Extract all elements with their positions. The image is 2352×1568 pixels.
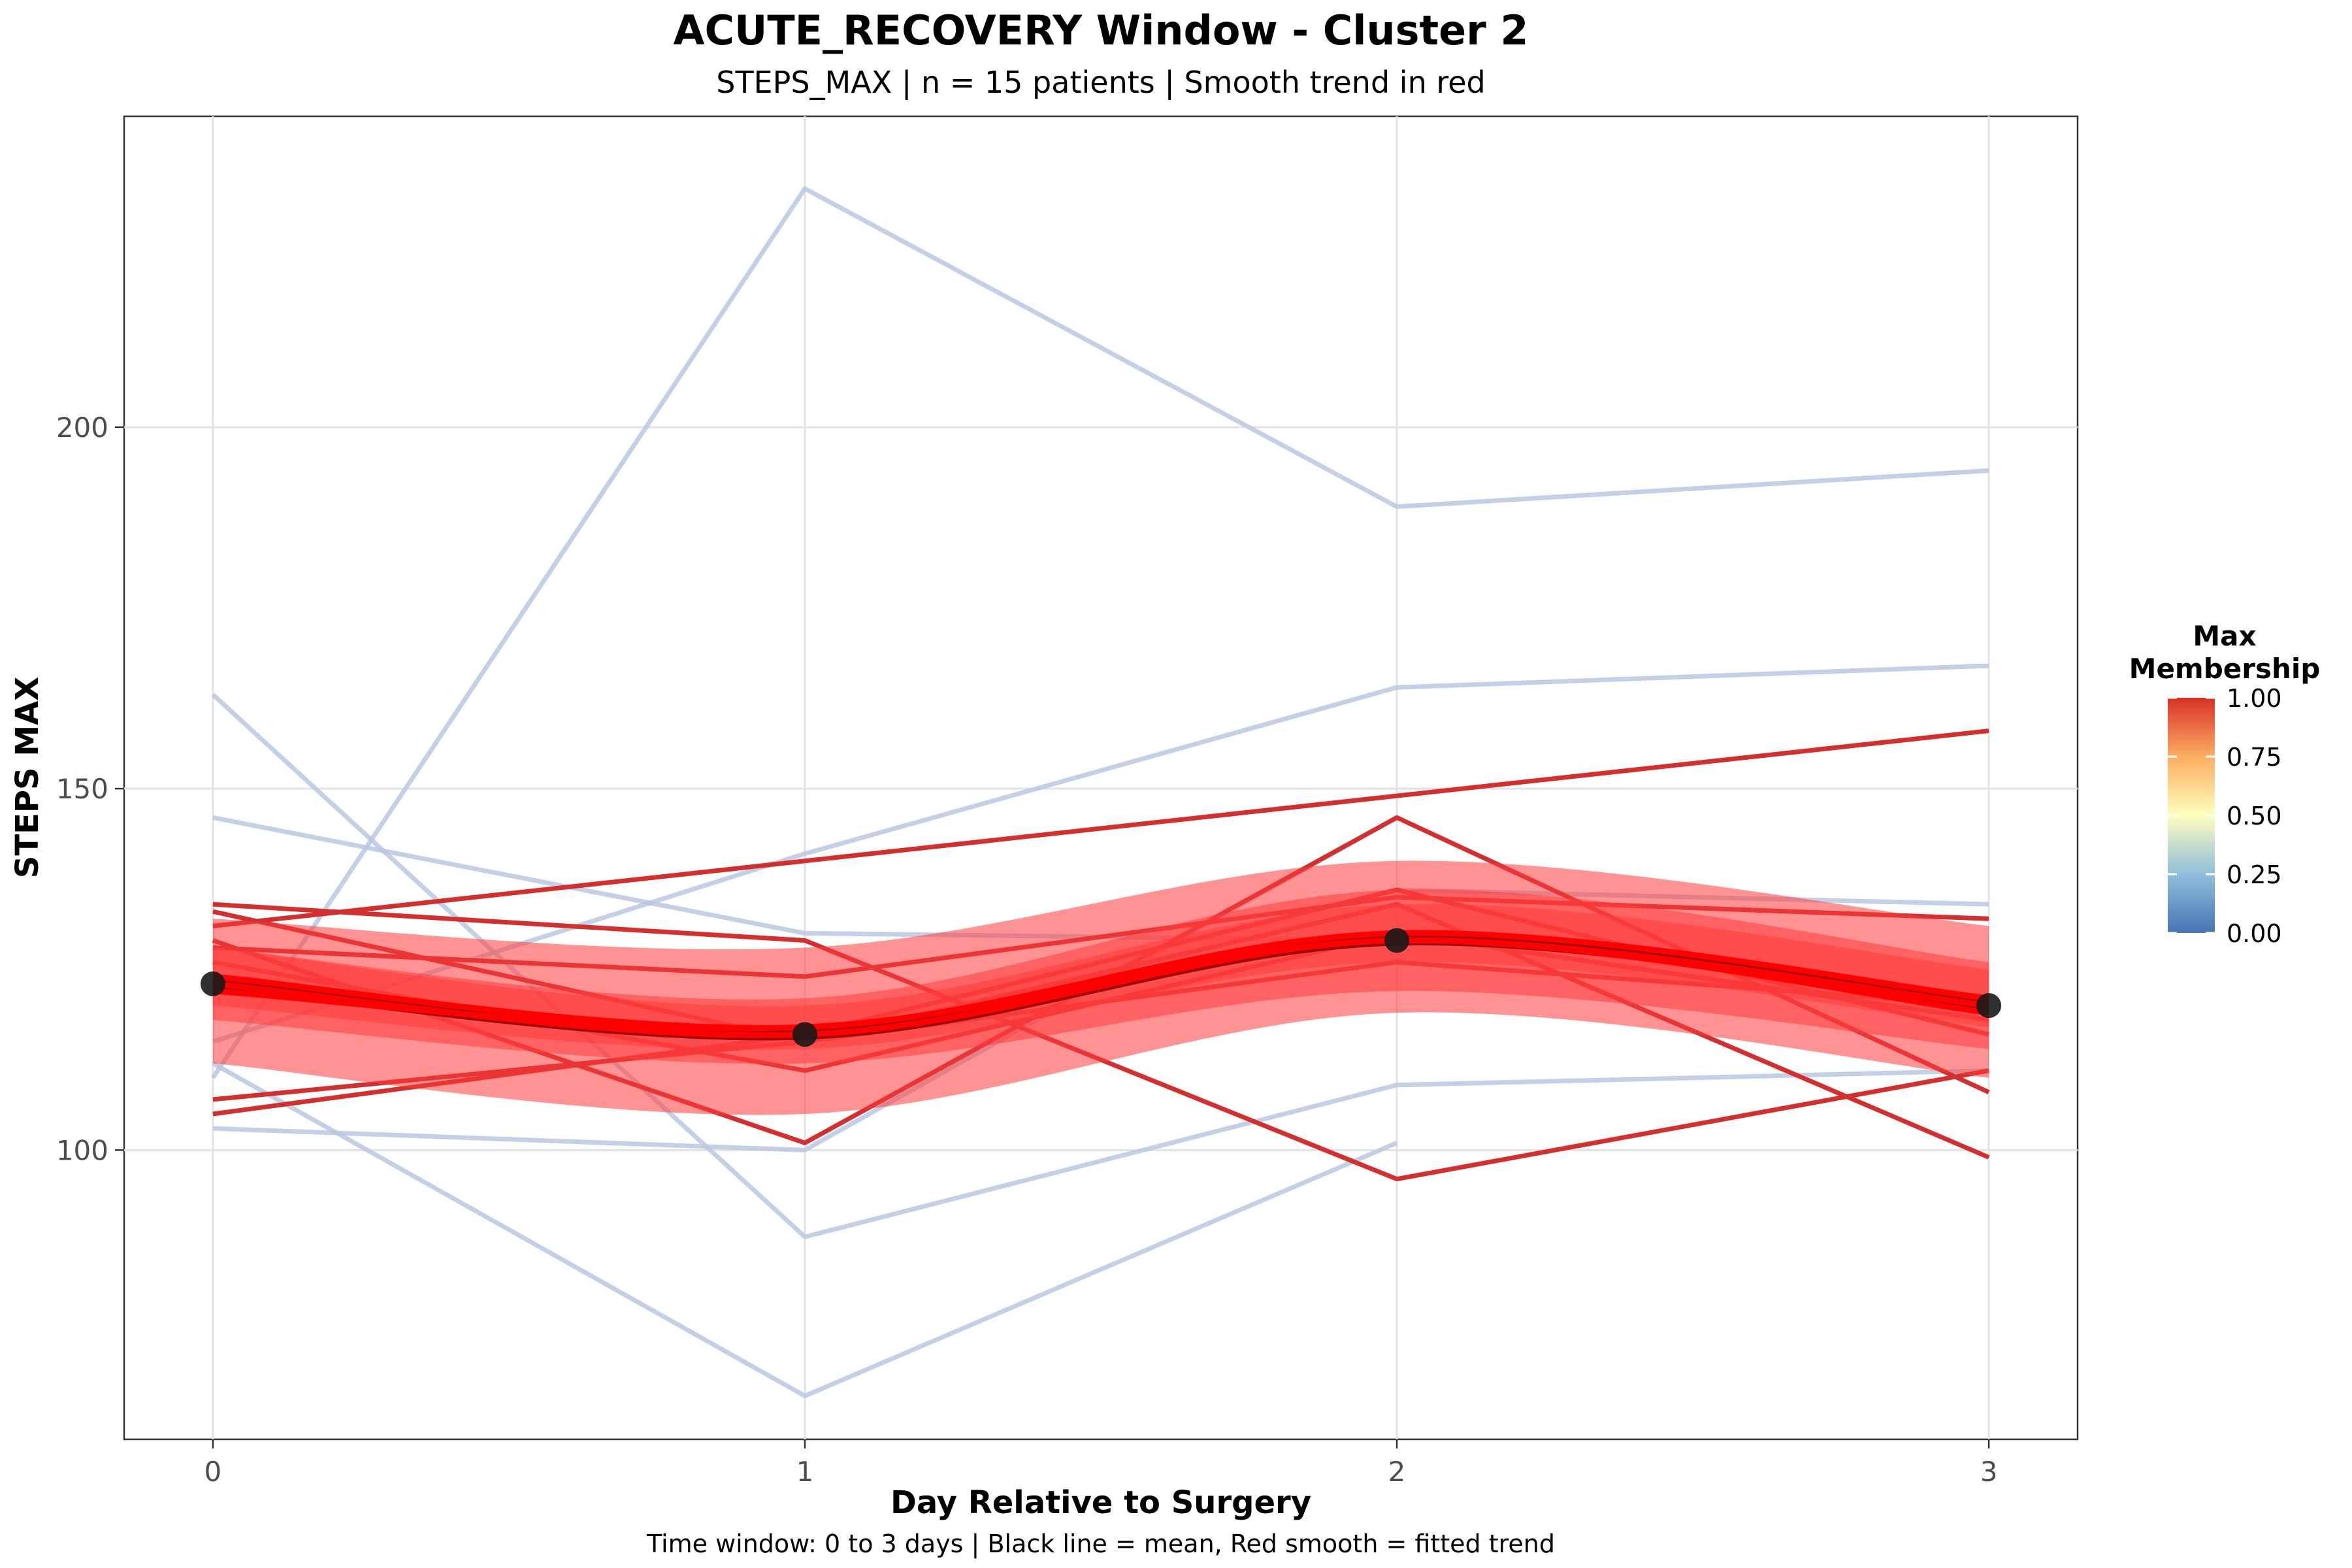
legend-tick-label: 0.50 [2227,802,2282,830]
legend-tick-label: 0.25 [2227,860,2282,889]
legend-title-line2: Membership [2129,653,2321,685]
x-tick-label: 0 [204,1456,222,1488]
x-axis: 0 1 2 3 [204,1439,1998,1488]
patient-line-1 [210,186,1989,1079]
y-axis-label: STEPS MAX [9,677,46,878]
y-tick-label: 150 [56,773,108,805]
legend-title-line1: Max [2193,620,2256,652]
legend-tick-label: 1.00 [2227,684,2282,713]
chart-title: ACUTE_RECOVERY Window - Cluster 2 [674,7,1529,54]
y-tick-label: 100 [56,1134,108,1166]
mean-point-day-0 [200,971,225,996]
plot-panel [123,115,2079,1441]
smooth-line-3 [212,930,1989,1031]
mean-point-day-2 [1384,928,1410,953]
data-layer [200,186,2002,1399]
mean-point-day-1 [792,1022,817,1047]
chart-subtitle: STEPS_MAX | n = 15 patients | Smooth tre… [716,65,1486,101]
grid-lines [124,116,2078,1439]
patient-line-8 [212,728,1989,928]
legend-ticks: 0.00 0.25 0.50 0.75 1.00 [2168,684,2282,948]
x-tick-label: 1 [796,1456,814,1488]
y-tick-label: 200 [56,412,108,444]
x-tick-label: 2 [1388,1456,1406,1488]
patient-line-6 [212,1061,1398,1399]
legend-tick-label: 0.00 [2227,919,2282,948]
smooth-line-2 [212,937,1989,1038]
x-tick-label: 3 [1980,1456,1998,1488]
y-axis: 100 150 200 [56,412,124,1166]
legend: Max Membership 0.00 0.25 0.50 0.75 1.00 [2129,620,2321,948]
x-axis-label: Day Relative to Surgery [890,1484,1311,1521]
mean-point-day-3 [1976,993,2002,1019]
legend-tick-label: 0.75 [2227,743,2282,772]
chart-caption: Time window: 0 to 3 days | Black line = … [646,1529,1555,1559]
